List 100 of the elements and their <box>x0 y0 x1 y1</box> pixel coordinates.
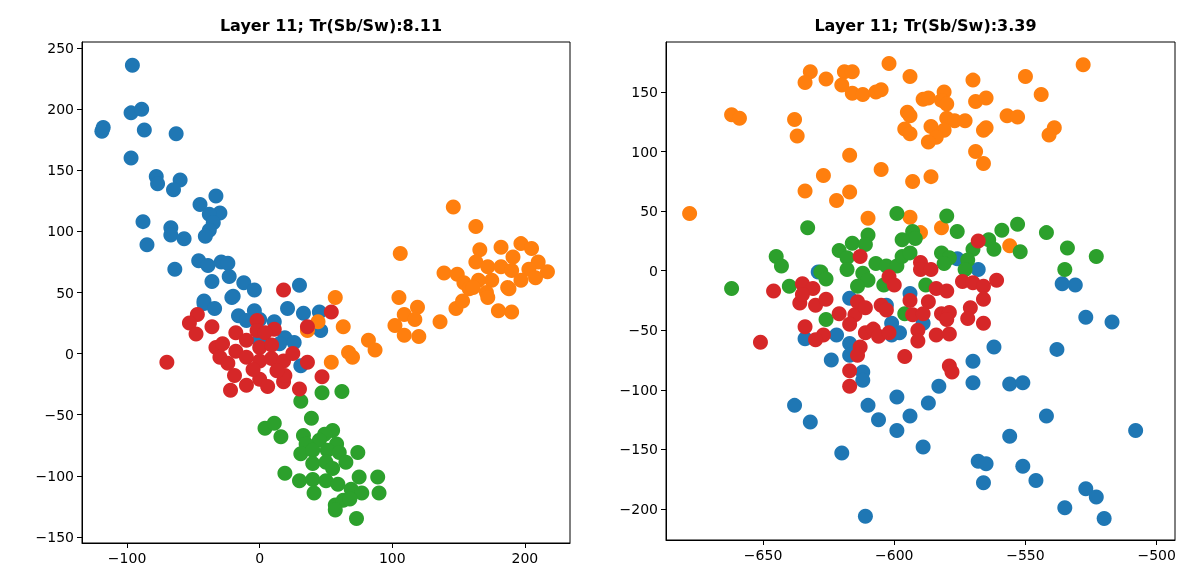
point <box>387 318 403 333</box>
point <box>306 485 322 501</box>
point <box>411 328 427 344</box>
point <box>994 222 1010 238</box>
point <box>480 259 496 275</box>
point <box>1010 109 1026 125</box>
x-tick-label: −100 <box>107 550 147 566</box>
point <box>794 287 810 303</box>
point <box>293 393 309 409</box>
point <box>228 325 244 341</box>
point <box>204 274 220 289</box>
point <box>910 333 926 349</box>
point <box>472 242 488 258</box>
point <box>834 445 850 461</box>
point <box>831 306 847 322</box>
point <box>902 69 918 85</box>
point <box>432 314 448 330</box>
point <box>264 337 280 353</box>
point <box>934 220 949 236</box>
point <box>136 122 152 138</box>
point <box>407 311 423 327</box>
point <box>168 126 184 142</box>
point <box>834 77 850 93</box>
point <box>1049 341 1065 357</box>
point <box>818 291 834 307</box>
point <box>367 342 383 358</box>
y-tick-label: 150 <box>631 84 658 101</box>
point <box>1041 127 1057 143</box>
point <box>842 147 858 163</box>
point <box>207 300 223 316</box>
point <box>978 90 994 106</box>
point <box>134 101 150 117</box>
point <box>445 199 461 215</box>
point <box>949 223 965 239</box>
point <box>902 209 918 225</box>
point <box>513 272 529 288</box>
point <box>1017 69 1033 85</box>
point <box>314 369 330 385</box>
y-tick-label: −100 <box>619 381 658 398</box>
point <box>808 332 824 348</box>
point <box>291 473 307 489</box>
point <box>1010 216 1026 232</box>
point <box>1088 489 1104 505</box>
point <box>902 408 918 424</box>
point <box>1002 238 1018 254</box>
point <box>260 379 276 395</box>
y-tick-label: −50 <box>44 406 74 423</box>
point <box>808 297 824 313</box>
point <box>773 258 789 274</box>
point <box>1057 500 1073 516</box>
point <box>850 278 866 294</box>
point <box>293 446 309 462</box>
point <box>303 410 319 426</box>
point <box>797 75 813 90</box>
point <box>314 385 330 401</box>
point <box>327 289 343 305</box>
point <box>842 316 858 332</box>
point <box>436 265 452 281</box>
point <box>907 231 923 247</box>
point <box>1078 481 1094 497</box>
point <box>915 306 931 322</box>
point <box>197 228 213 244</box>
point <box>1088 248 1104 264</box>
point <box>989 272 1005 288</box>
point <box>878 302 894 318</box>
point <box>829 192 845 208</box>
point <box>986 339 1002 355</box>
point <box>236 275 252 291</box>
point <box>902 108 918 124</box>
point <box>323 354 339 370</box>
point <box>860 210 876 226</box>
point <box>468 254 484 270</box>
point <box>280 300 296 316</box>
point <box>889 206 905 222</box>
point <box>975 156 991 172</box>
point <box>1128 422 1144 438</box>
point <box>965 375 981 391</box>
y-tick-label: 0 <box>649 262 658 279</box>
point <box>889 389 905 405</box>
point <box>787 111 803 127</box>
point <box>345 349 361 365</box>
point <box>957 113 973 129</box>
point <box>928 327 944 343</box>
point <box>392 245 408 261</box>
point <box>897 349 913 365</box>
y-tick-label: −150 <box>35 528 74 545</box>
point <box>504 263 520 278</box>
point <box>939 283 955 299</box>
point <box>338 454 354 470</box>
point <box>857 508 873 524</box>
point <box>731 110 747 126</box>
point <box>204 319 220 335</box>
point <box>752 334 768 350</box>
y-tick-label: 150 <box>47 162 74 179</box>
point <box>1067 277 1083 293</box>
point <box>975 291 991 307</box>
point <box>842 363 858 379</box>
point <box>323 304 339 320</box>
point <box>391 289 407 305</box>
point <box>1012 244 1028 260</box>
